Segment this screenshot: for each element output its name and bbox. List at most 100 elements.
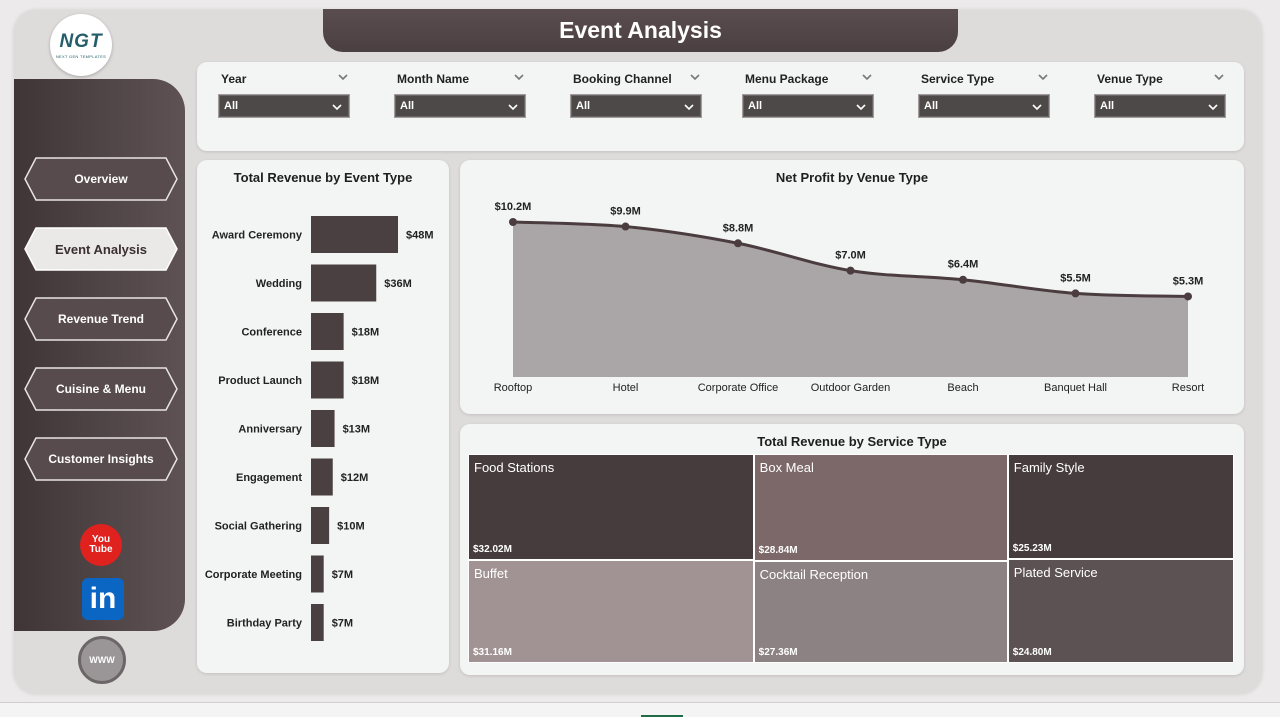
sidebar-item-overview[interactable]: Overview	[24, 157, 178, 201]
page-title: Event Analysis	[559, 17, 722, 43]
title-banner: Event Analysis	[323, 9, 958, 52]
bar-category-label: Social Gathering	[215, 521, 302, 533]
month-name-dropdown[interactable]: All	[394, 94, 526, 118]
bar[interactable]	[311, 313, 344, 350]
chevron-down-icon	[1030, 100, 1044, 114]
logo-subtext: NEXT GEN TEMPLATES	[55, 54, 107, 59]
bar[interactable]	[311, 507, 330, 544]
venue-type-dropdown-value: All	[1100, 100, 1115, 112]
bar[interactable]	[311, 410, 335, 447]
data-point[interactable]	[959, 275, 967, 284]
net-profit-by-venue-title: Net Profit by Venue Type	[775, 170, 929, 185]
sidebar-item-event-analysis[interactable]: Event Analysis	[24, 227, 178, 271]
bar-category-label: Anniversary	[238, 424, 302, 436]
revenue-by-event-type-chart: Award Ceremony $48M Wedding $36M Conference $…	[205, 216, 434, 641]
youtube-icon[interactable]: You Tube	[80, 524, 122, 566]
sidebar-item-label: Cuisine & Menu	[55, 382, 146, 396]
data-point[interactable]	[734, 239, 742, 248]
x-tick-label: Hotel	[613, 382, 639, 394]
treemap-cell-value: $24.80M	[1012, 646, 1052, 658]
service-type-dropdown[interactable]: All	[918, 94, 1050, 118]
bar-category-label: Conference	[241, 327, 302, 339]
bar[interactable]	[311, 264, 377, 302]
logo-text: NGT	[59, 31, 103, 52]
treemap-cell-box-meal[interactable]: Box Meal $28.84M	[753, 454, 1008, 562]
x-tick-label: Outdoor Garden	[811, 382, 891, 394]
chevron-down-icon[interactable]	[860, 70, 874, 84]
website-globe-icon-text: WWW	[89, 655, 115, 665]
x-tick-label: Corporate Office	[698, 382, 779, 394]
data-label: $7.0M	[835, 250, 866, 262]
data-label: $10.2M	[495, 201, 532, 213]
treemap-cell-name: Buffet	[474, 565, 508, 581]
revenue-by-service-panel: Total Revenue by Service Type Food Stati…	[460, 424, 1244, 675]
area-fill	[513, 222, 1188, 377]
sidebar-item-label: Customer Insights	[48, 452, 154, 466]
chevron-down-icon[interactable]	[336, 70, 350, 84]
booking-channel-dropdown[interactable]: All	[570, 94, 702, 118]
month-name-dropdown-value: All	[400, 100, 415, 112]
sidebar-item-label: Overview	[74, 172, 128, 186]
bar-category-label: Birthday Party	[227, 618, 303, 630]
treemap-cell-food-stations[interactable]: Food Stations $32.02M	[468, 454, 754, 560]
bar[interactable]	[311, 216, 398, 253]
bar-value-label: $10M	[337, 521, 365, 533]
data-point[interactable]	[509, 218, 517, 226]
treemap-cell-value: $25.23M	[1012, 543, 1052, 555]
service-type-dropdown-value: All	[924, 100, 939, 112]
website-globe-icon[interactable]: WWW	[78, 636, 126, 684]
bar[interactable]	[311, 604, 324, 641]
bar-value-label: $18M	[352, 375, 380, 387]
treemap-cell-value: $27.36M	[758, 646, 798, 658]
bar-value-label: $18M	[352, 327, 380, 339]
sidebar-item-cuisine-menu[interactable]: Cuisine & Menu	[24, 367, 178, 411]
venue-type-filter-label: Venue Type	[1097, 72, 1163, 86]
venue-type-dropdown[interactable]: All	[1094, 94, 1226, 118]
sidebar-item-customer-insights[interactable]: Customer Insights	[24, 437, 178, 481]
month-name-filter-label: Month Name	[397, 72, 469, 86]
bar-value-label: $7M	[332, 569, 353, 581]
treemap-cell-value: $28.84M	[758, 545, 798, 557]
data-point[interactable]	[846, 266, 855, 275]
year-dropdown[interactable]: All	[218, 94, 350, 118]
treemap-cell-value: $32.02M	[473, 543, 512, 555]
revenue-by-service-treemap: Food Stations $32.02M Buffet $31.16M Box Mea…	[468, 454, 1234, 663]
bar-category-label: Award Ceremony	[212, 230, 303, 242]
sidebar-item-label: Revenue Trend	[57, 312, 145, 326]
treemap-cell-buffet[interactable]: Buffet $31.16M	[468, 559, 754, 663]
menu-package-dropdown[interactable]: All	[742, 94, 874, 118]
bar[interactable]	[311, 555, 324, 593]
chevron-down-icon[interactable]	[1036, 70, 1050, 84]
treemap-cell-name: Box Meal	[759, 460, 814, 475]
treemap-cell-plated-service[interactable]: Plated Service $24.80M	[1007, 559, 1234, 663]
chevron-down-icon[interactable]	[512, 70, 526, 84]
filter-bar: Year All Month Name All Booking Channel All Me…	[197, 62, 1244, 151]
youtube-icon-bottom: Tube	[89, 544, 113, 555]
menu-package-dropdown-value: All	[748, 100, 763, 112]
bar-category-label: Engagement	[236, 472, 302, 484]
net-profit-by-venue-chart: $10.2M Rooftop $9.9M Hotel $8.8M Corporate Of…	[494, 201, 1204, 394]
net-profit-by-venue-panel: Net Profit by Venue Type $10.2M Rooftop $9…	[460, 160, 1244, 414]
data-point[interactable]	[1184, 292, 1192, 301]
bar[interactable]	[311, 361, 344, 399]
chevron-down-icon[interactable]	[1212, 70, 1226, 84]
treemap-cell-family-style[interactable]: Family Style $25.23M	[1007, 454, 1234, 560]
treemap-cell-cocktail-reception[interactable]: Cocktail Reception $27.36M	[753, 561, 1008, 663]
chevron-down-icon[interactable]	[688, 70, 702, 84]
chevron-down-icon	[854, 100, 868, 114]
chevron-down-icon	[1206, 100, 1220, 114]
data-point[interactable]	[1071, 289, 1080, 298]
data-point[interactable]	[621, 222, 630, 231]
data-label: $6.4M	[948, 259, 979, 271]
treemap-cell-name: Cocktail Reception	[759, 567, 869, 583]
active-tab-indicator	[641, 715, 683, 717]
bar-category-label: Product Launch	[218, 375, 302, 387]
bar[interactable]	[311, 458, 333, 496]
bar-category-label: Wedding	[256, 278, 302, 290]
sidebar-item-revenue-trend[interactable]: Revenue Trend	[24, 297, 178, 341]
data-label: $8.8M	[723, 222, 754, 234]
year-dropdown-value: All	[224, 100, 239, 112]
linkedin-icon[interactable]: in	[82, 578, 124, 620]
treemap-cell-value: $31.16M	[473, 646, 512, 658]
chevron-down-icon	[506, 100, 520, 114]
